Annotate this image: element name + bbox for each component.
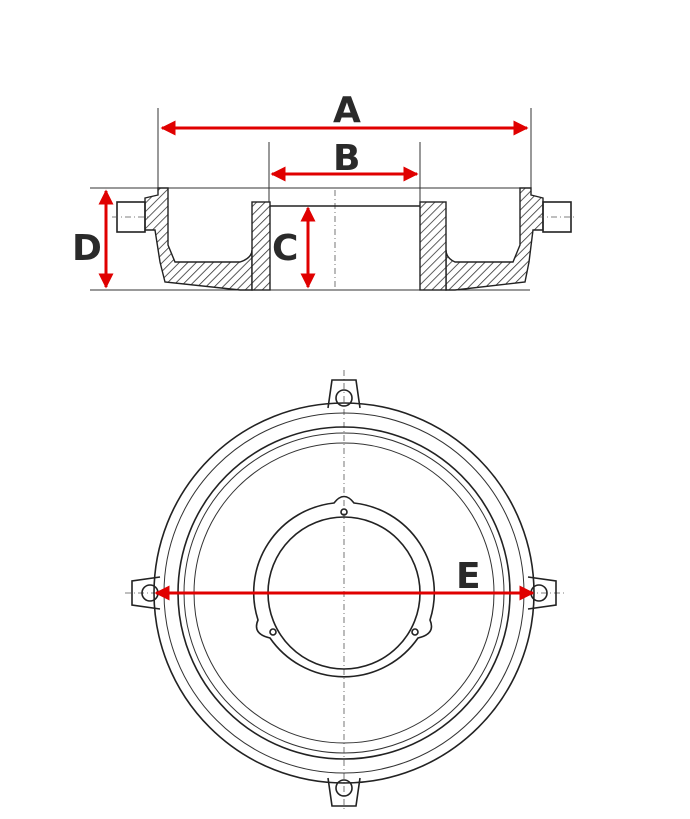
top-lug bbox=[327, 379, 361, 409]
label-b: B bbox=[333, 138, 360, 179]
flange-hole bbox=[269, 628, 277, 636]
label-c: C bbox=[272, 228, 298, 269]
label-a: A bbox=[333, 90, 361, 131]
top-lug-hole bbox=[335, 389, 353, 407]
flange-hole bbox=[411, 628, 419, 636]
flange-hole bbox=[340, 508, 348, 516]
left-wall-section bbox=[144, 187, 253, 291]
right-hub-section bbox=[419, 201, 447, 291]
right-wall-section bbox=[445, 187, 544, 291]
section-view: A B C D bbox=[72, 90, 576, 291]
bottom-lug-hole bbox=[335, 779, 353, 797]
left-lug bbox=[131, 576, 161, 610]
bottom-lug bbox=[327, 777, 361, 807]
plan-view: E bbox=[125, 370, 565, 812]
hub-flange bbox=[252, 495, 436, 678]
label-d: D bbox=[72, 228, 102, 269]
right-lug bbox=[527, 576, 557, 610]
left-hub-section bbox=[251, 201, 271, 291]
label-e: E bbox=[456, 556, 481, 597]
